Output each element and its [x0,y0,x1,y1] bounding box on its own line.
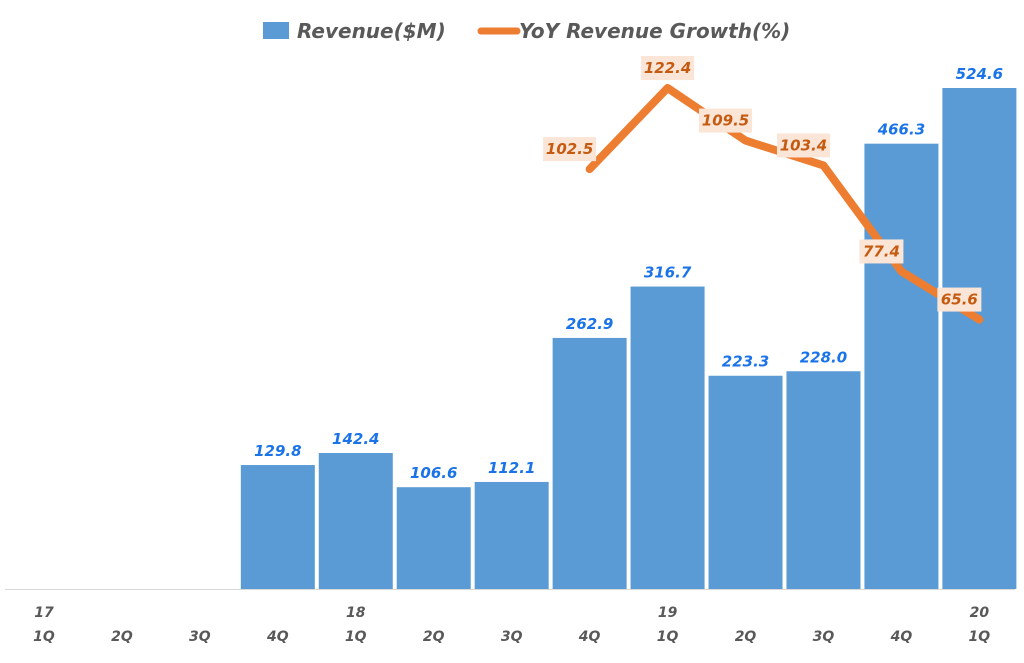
line-data-label-bg [699,108,753,133]
x-tick-quarter: 4Q [578,629,601,645]
bar-series-revenue [240,88,1017,589]
bar-data-label: 142.4 [332,430,379,448]
bar-data-label: 129.8 [254,442,301,460]
line-data-label: 122.4 [644,59,691,77]
line-data-labels: 102.5 122.4 109.5 103.4 77.4 65.6 [543,56,982,312]
line-data-label: 77.4 [863,242,900,260]
x-tick-quarter: 1Q [657,629,679,645]
legend-label-revenue: Revenue($M) [297,19,446,43]
x-tick-year: 20 [970,605,990,621]
line-data-label-bg [859,239,904,264]
line-data-label-bg [543,137,597,162]
line-data-label-bg [776,133,830,158]
legend-swatch-revenue [263,22,289,39]
bar-revenue [240,465,315,589]
bar-revenue [396,487,471,589]
bar-revenue [864,143,939,589]
line-data-label: 102.5 [546,140,593,158]
line-data-label: 65.6 [941,291,978,309]
x-tick-quarter: 3Q [501,629,523,645]
bar-revenue [552,337,627,589]
line-data-label-bg [937,287,982,312]
bar-data-label: 466.3 [877,121,925,139]
bar-data-label: 262.9 [566,315,613,333]
line-data-label-bg [641,56,695,80]
x-tick-quarter: 4Q [266,629,289,645]
x-tick-quarter: 3Q [189,629,211,645]
bar-data-label: 106.6 [410,464,457,482]
line-data-label: 109.5 [702,112,749,130]
legend-label-growth: YoY Revenue Growth(%) [519,19,790,43]
x-tick-quarter: 2Q [423,629,445,645]
x-tick-year: 19 [658,605,678,621]
bar-data-label: 112.1 [488,459,535,477]
x-tick-quarter: 2Q [111,629,133,645]
bar-data-label: 316.7 [644,264,692,282]
bar-data-labels: 129.8 142.4 106.6 112.1 262.9 316.7 223.3 228.0… [254,65,1003,482]
x-tick-quarter: 4Q [890,629,913,645]
line-data-label: 103.4 [780,136,827,154]
x-tick-quarter: 1Q [33,629,55,645]
x-tick-quarter: 1Q [969,629,991,645]
bar-revenue [786,371,861,589]
x-axis-tick-labels: 17 1Q 2Q 3Q 4Q 18 1Q 2Q 3Q 4Q 19 1Q 2Q 3Q 4Q 20 1Q [33,605,990,645]
bar-revenue [708,375,783,589]
bar-data-label: 524.6 [956,65,1003,83]
x-tick-year: 18 [346,605,366,621]
x-tick-quarter: 1Q [345,629,367,645]
x-tick-year: 17 [34,605,54,621]
legend: Revenue($M) YoY Revenue Growth(%) [263,19,790,43]
x-tick-quarter: 3Q [813,629,835,645]
bar-revenue [630,286,705,589]
bar-data-label: 228.0 [800,348,847,366]
bar-revenue [942,88,1017,589]
x-tick-quarter: 2Q [735,629,757,645]
bar-revenue [318,453,393,589]
bar-data-label: 223.3 [722,353,769,371]
bar-revenue [474,481,549,589]
